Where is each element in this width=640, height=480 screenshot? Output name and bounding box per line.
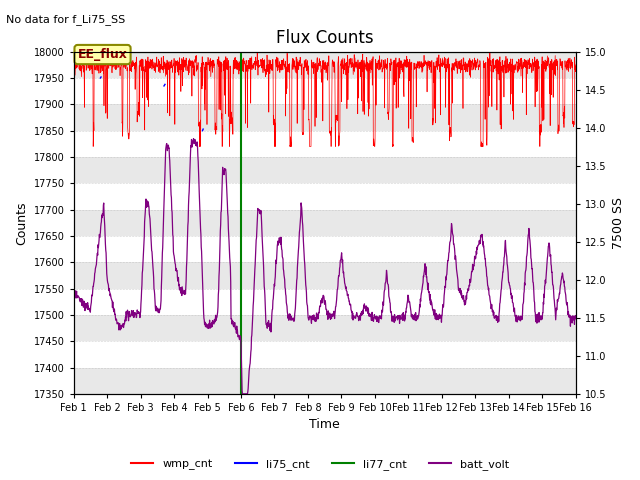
Title: Flux Counts: Flux Counts xyxy=(276,29,374,48)
Bar xyxy=(74,78,576,104)
Text: No data for f_Li75_SS: No data for f_Li75_SS xyxy=(6,14,125,25)
Bar xyxy=(74,210,576,236)
Bar xyxy=(74,262,576,288)
Bar xyxy=(74,131,576,157)
X-axis label: Time: Time xyxy=(309,419,340,432)
Bar xyxy=(74,104,576,131)
Legend: wmp_cnt, li75_cnt, li77_cnt, batt_volt: wmp_cnt, li75_cnt, li77_cnt, batt_volt xyxy=(127,455,513,474)
Bar xyxy=(74,341,576,368)
Bar xyxy=(74,183,576,210)
Bar xyxy=(74,368,576,394)
Bar xyxy=(74,52,576,78)
Bar xyxy=(74,157,576,183)
Bar xyxy=(74,288,576,315)
Y-axis label: 7500 SS: 7500 SS xyxy=(612,197,625,249)
Bar xyxy=(74,25,576,52)
Text: EE_flux: EE_flux xyxy=(77,48,127,61)
Bar xyxy=(74,236,576,262)
Bar xyxy=(74,315,576,341)
Y-axis label: Counts: Counts xyxy=(15,201,28,244)
